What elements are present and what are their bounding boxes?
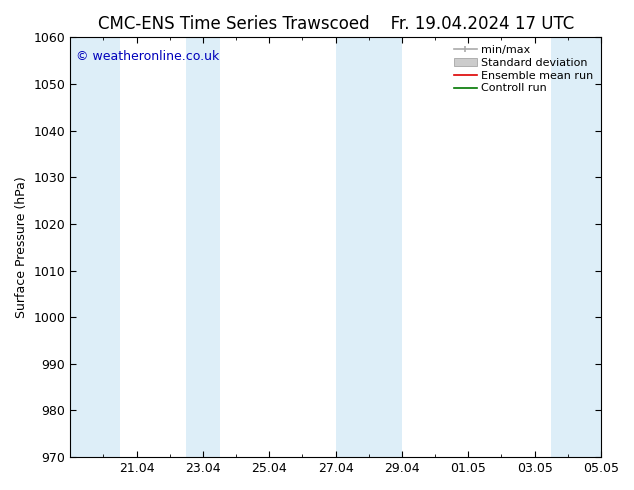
Bar [186, 37, 219, 457]
Y-axis label: Surface Pressure (hPa): Surface Pressure (hPa) [15, 176, 28, 318]
Bar [335, 37, 402, 457]
Text: © weatheronline.co.uk: © weatheronline.co.uk [75, 50, 219, 63]
Bar [551, 37, 601, 457]
Bar [70, 37, 120, 457]
Title: CMC-ENS Time Series Trawscoed    Fr. 19.04.2024 17 UTC: CMC-ENS Time Series Trawscoed Fr. 19.04.… [98, 15, 574, 33]
Legend: min/max, Standard deviation, Ensemble mean run, Controll run: min/max, Standard deviation, Ensemble me… [450, 41, 598, 98]
